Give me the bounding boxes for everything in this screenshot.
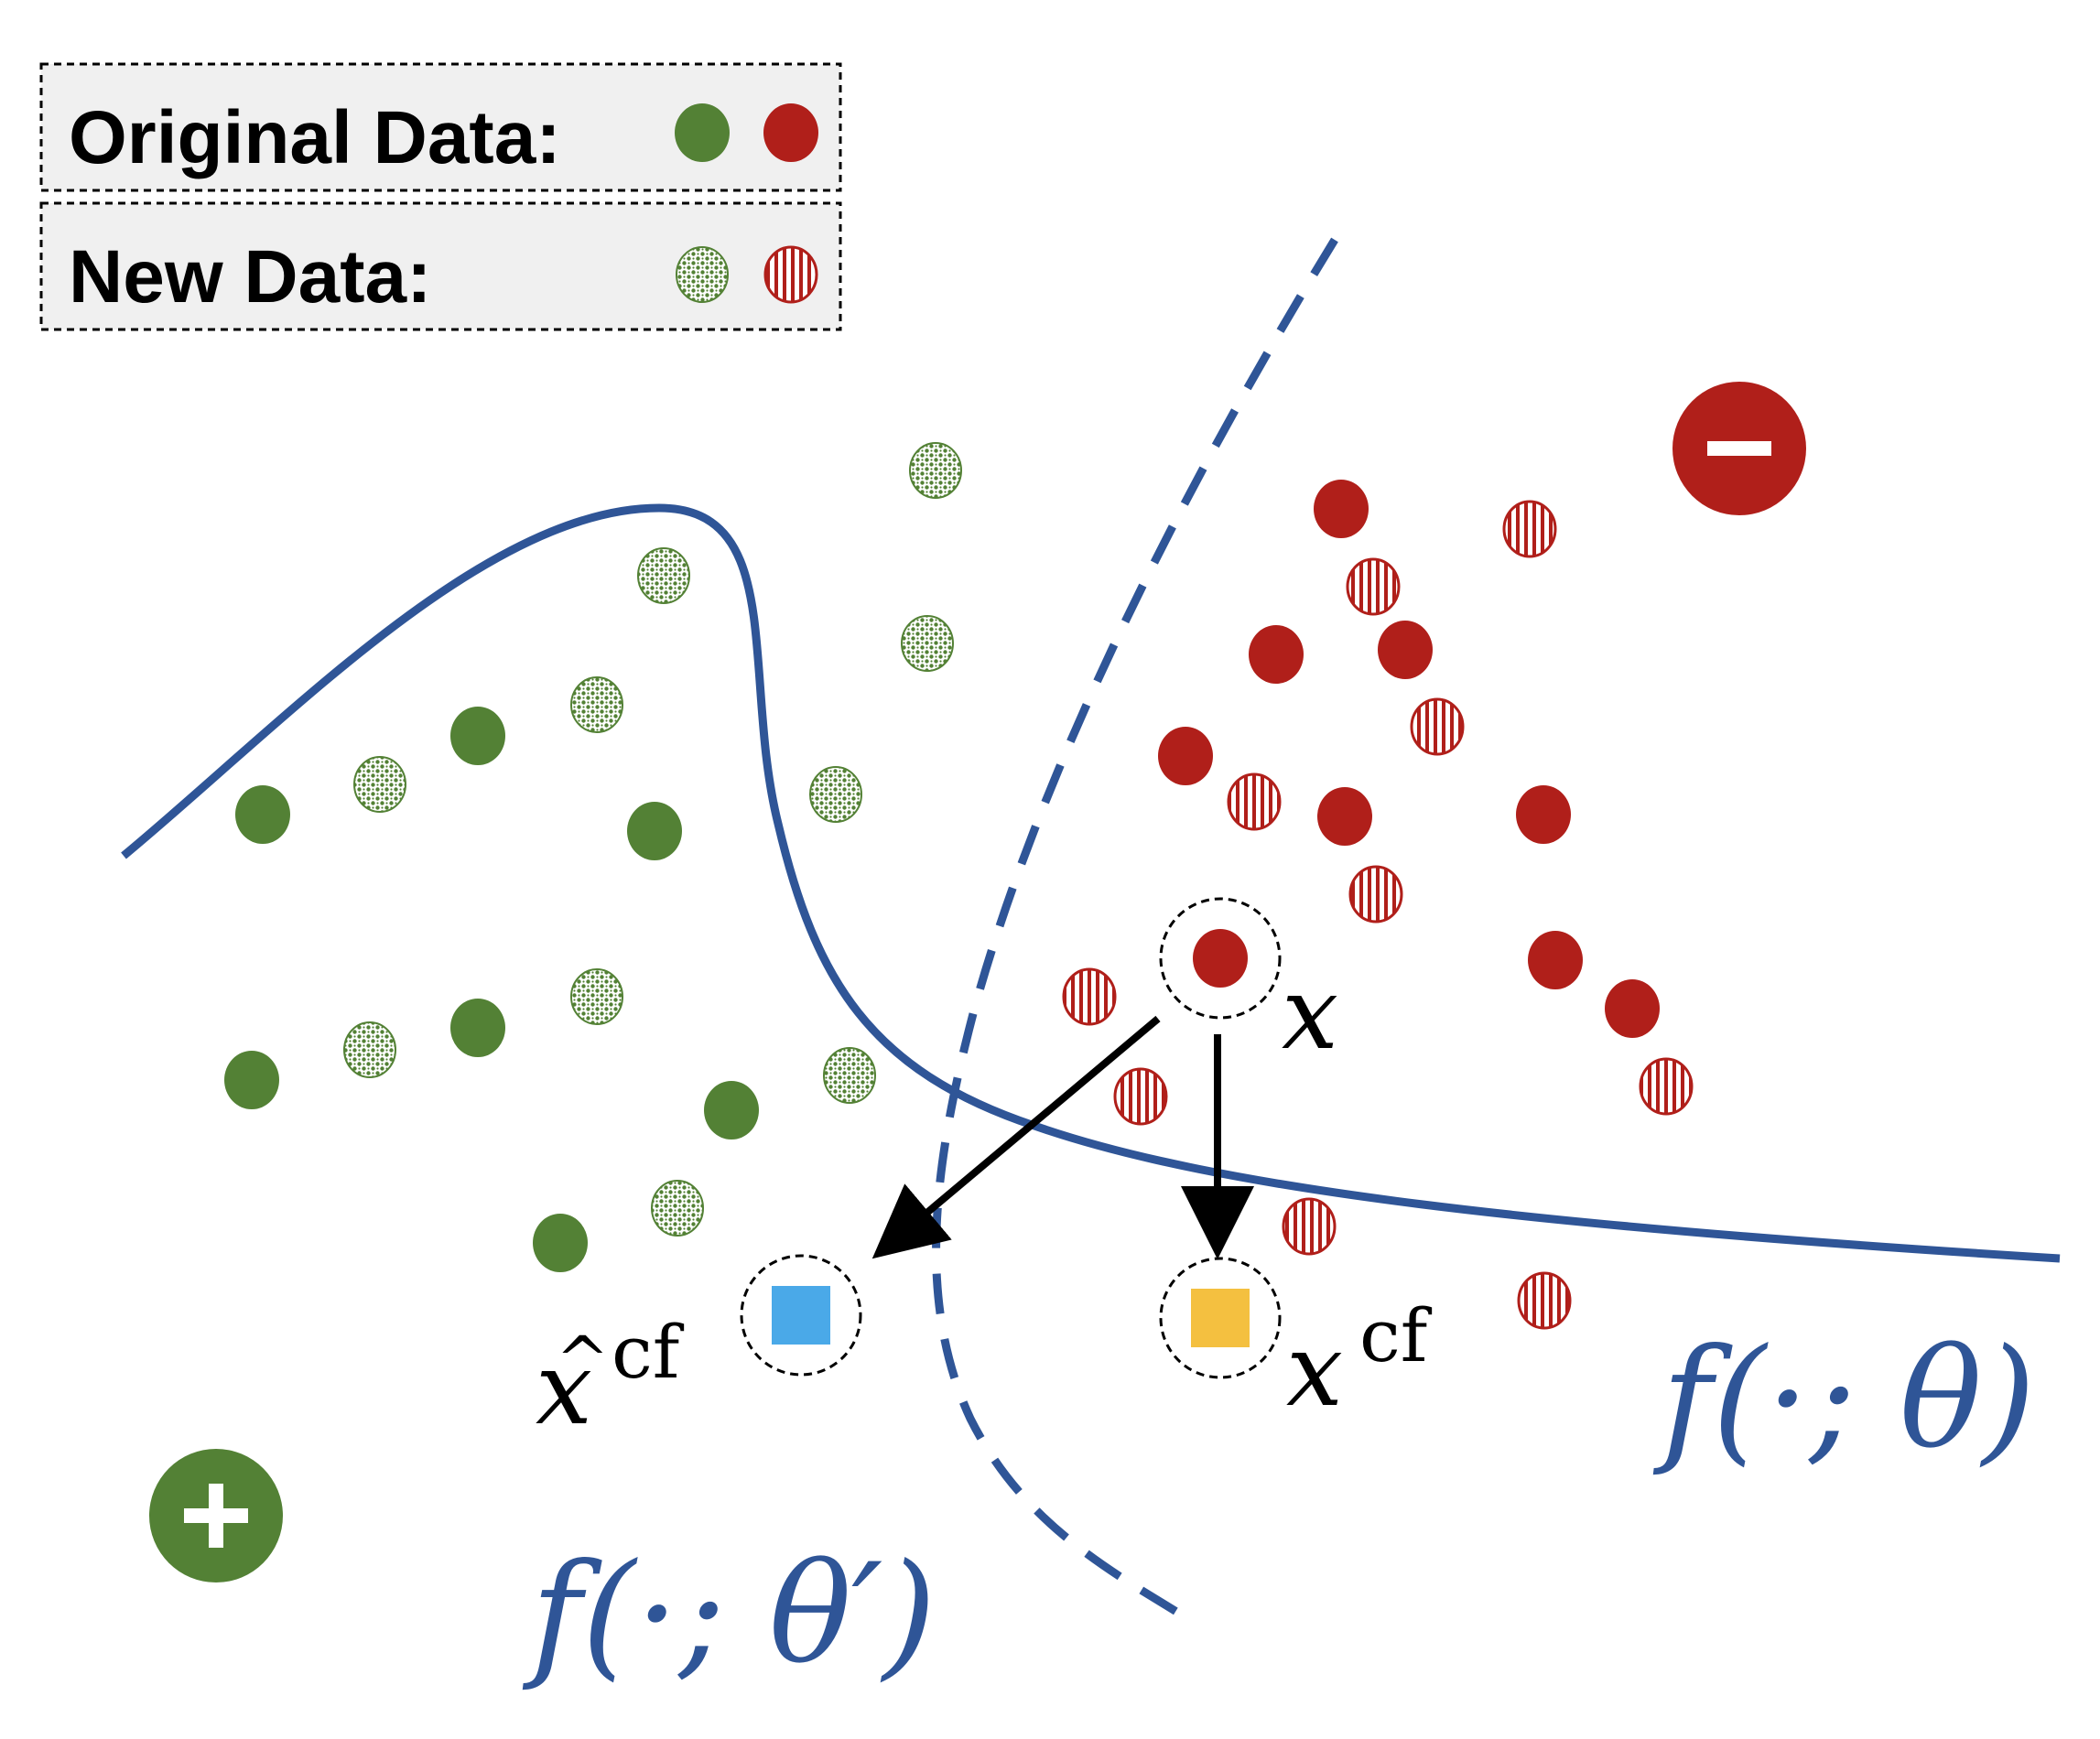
label-x-cf-base: x: [1286, 1312, 1343, 1429]
new-negative-point: [1517, 1271, 1572, 1330]
new-positive-point: [570, 676, 623, 733]
original-negative-point: [1314, 480, 1369, 538]
new-negative-point: [1062, 967, 1117, 1026]
original-negative-point: [1317, 787, 1372, 846]
new-positive-point: [637, 547, 690, 604]
new-positive-point: [353, 756, 406, 813]
original-positive-point: [450, 707, 505, 765]
new-negative-point: [1282, 1197, 1337, 1256]
original-positive-point: [627, 802, 682, 860]
new-positive-point: [651, 1180, 704, 1237]
new-positive-point: [823, 1047, 876, 1104]
decision-boundary-updated: [932, 237, 1338, 1628]
new-negative-point: [1639, 1057, 1694, 1116]
new-positive-point: [343, 1021, 396, 1078]
input-point-x: [1159, 897, 1282, 1020]
legend-original-label: Original Data:: [69, 96, 561, 179]
new-negative-point: [1410, 697, 1465, 756]
legend: Original Data: New Data:: [39, 62, 842, 331]
new-negative-points: [1062, 500, 1694, 1330]
new-negative-point: [1113, 1067, 1168, 1126]
counterfactual-square: [1191, 1289, 1250, 1347]
arrow-x-to-hat-cf: [871, 1015, 1161, 1259]
original-negative-point: [1158, 727, 1213, 785]
original-negative-point: [1528, 931, 1583, 989]
minus-icon: [1707, 441, 1771, 456]
legend-new-box: New Data:: [39, 201, 842, 331]
legend-original-positive-dot: [675, 103, 730, 162]
label-x: x: [1282, 955, 1338, 1072]
hat-counterfactual-square: [772, 1286, 830, 1345]
hat-counterfactual-marker: [740, 1254, 862, 1377]
label-x-hat-sup: cf: [612, 1310, 685, 1395]
decision-boundary-original: [121, 503, 2061, 1263]
legend-new-negative-dot: [763, 245, 818, 304]
label-f-theta-prime: f(·; θ′): [522, 1535, 936, 1694]
original-negative-point: [1249, 625, 1304, 684]
original-negative-points: [1158, 480, 1660, 1038]
hat-counterfactual-ring: [740, 1254, 862, 1377]
original-positive-point: [235, 785, 290, 844]
new-negative-point: [1346, 557, 1401, 616]
label-x-hat-accent: ^: [556, 1323, 610, 1398]
legend-original-box: Original Data:: [39, 62, 842, 192]
new-positive-point: [570, 968, 623, 1025]
new-negative-point: [1502, 500, 1557, 558]
label-f-theta: f(·; θ): [1652, 1320, 2036, 1479]
new-positive-point: [909, 442, 962, 499]
original-negative-point: [1605, 979, 1660, 1038]
label-x-hat-base: x: [536, 1330, 592, 1447]
new-negative-point: [1227, 772, 1282, 831]
new-positive-point: [809, 766, 862, 823]
legend-new-positive-dot: [676, 246, 729, 303]
positive-class-badge: [149, 1449, 283, 1582]
new-positive-point: [901, 615, 954, 672]
legend-original-negative-dot: [763, 103, 818, 162]
label-x-hat-cf: x ^ cf: [536, 1310, 685, 1447]
label-x-cf: x cf: [1286, 1293, 1433, 1429]
original-negative-point: [1516, 785, 1571, 844]
new-positive-points: [343, 442, 962, 1237]
original-positive-point: [224, 1051, 279, 1109]
original-positive-points: [224, 707, 759, 1272]
input-point-ring: [1159, 897, 1282, 1020]
new-negative-point: [1348, 865, 1403, 924]
negative-class-badge: [1672, 382, 1806, 515]
original-positive-point: [450, 999, 505, 1057]
original-negative-point: [1378, 621, 1433, 679]
original-positive-point: [533, 1214, 588, 1272]
plus-icon-v: [209, 1484, 223, 1548]
legend-new-label: New Data:: [69, 235, 431, 319]
label-x-cf-sup: cf: [1359, 1293, 1433, 1378]
counterfactual-marker: [1159, 1257, 1282, 1379]
original-positive-point: [704, 1081, 759, 1140]
input-point-dot: [1193, 929, 1248, 988]
